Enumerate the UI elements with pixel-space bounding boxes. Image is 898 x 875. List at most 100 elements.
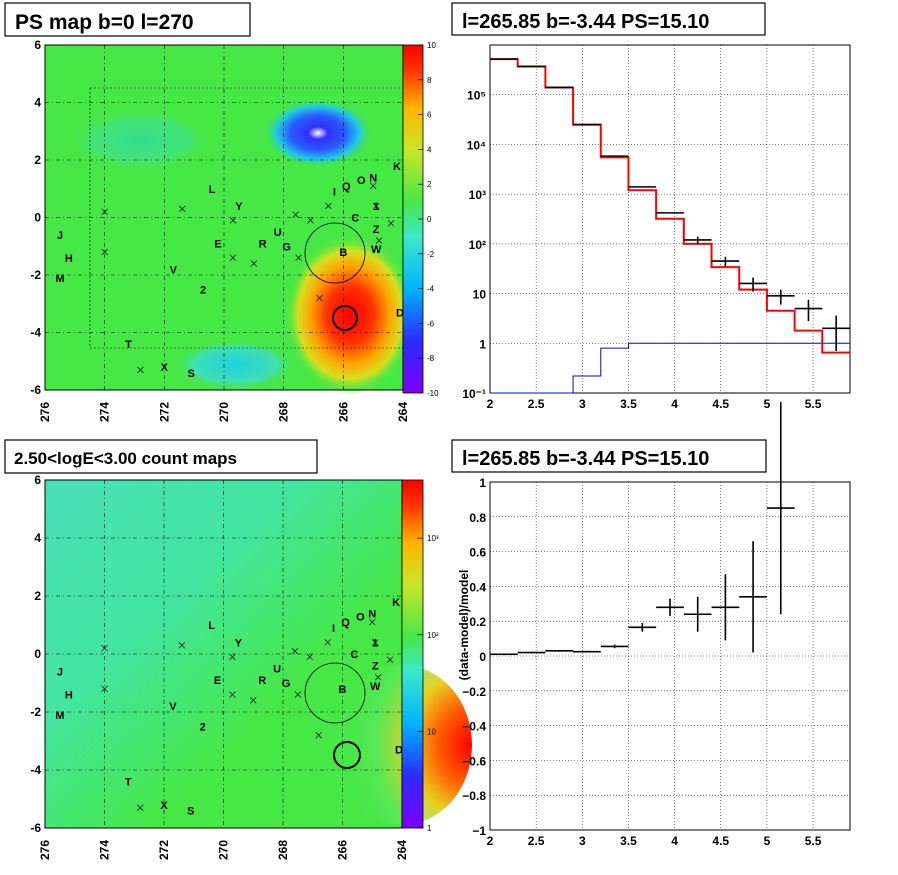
residual-y-axis-label: (data-model)/model [457,570,471,681]
source-cross [295,254,302,261]
x-tick-label: 2 [487,397,494,411]
y-tick-label: 0.2 [469,615,486,629]
x-tick-label: 5.5 [805,397,822,411]
count-map-markers: L Y I Q O N K C 1 Z E RUG B W JHM V 2 T X S D [55,597,403,818]
source-label: Y [235,201,243,213]
x-tick-label: 268 [276,840,290,860]
y-tick-label: -6 [30,821,41,835]
source-cross [315,731,322,739]
source-label: M [55,710,64,722]
source-label: B [339,684,347,696]
ps-map-y-ticks: 6 4 2 0 -2 -4 -6 [30,38,41,397]
x-tick-label: 5.5 [805,834,822,848]
source-label: S [187,806,194,818]
source-label: H [65,690,73,702]
source-cross [101,644,108,652]
ps-map-cyan-region-2 [70,110,210,170]
source-cross [137,366,144,374]
source-label: D [395,745,403,757]
source-label: Y [235,637,243,649]
ps-map-panel: PS map b=0 l=270 L Y I Q O N K C 1 Z E RUG B W JHM V 2 T X… [4,2,439,422]
y-tick-label: 0.8 [469,511,486,525]
source-cross [374,673,382,681]
residual-x-ticks: 2 2.5 3 3.5 4 4.5 5 5.5 [487,834,822,848]
y-tick-label: −0.8 [462,789,486,803]
source-cross [371,639,379,646]
ps-map-grid [45,45,403,390]
colorbar-tick-label: 0 [427,215,432,224]
x-tick-label: 268 [277,402,291,422]
source-cross [325,202,332,210]
source-label: X [161,362,169,374]
region-circle-b-2 [304,662,366,724]
spectrum-title: l=265.85 b=-3.44 PS=15.10 [462,11,709,33]
y-tick-label: 10⁻¹ [462,387,486,401]
ps-circle-2 [333,741,361,769]
colorbar-tick-label: -2 [427,250,435,259]
source-label: Q [342,181,351,193]
spectrum-title-box [451,2,766,36]
x-tick-label: 2.5 [528,834,545,848]
y-tick-label: 2 [34,589,41,603]
x-tick-label: 264 [395,840,409,860]
y-tick-label: -4 [30,326,41,340]
colorbar-tick-label: -8 [427,354,435,363]
colorbar-tick-label: 2 [427,180,432,189]
source-label: V [170,264,178,276]
x-tick-label: 274 [98,402,112,422]
source-cross [178,642,186,649]
y-tick-label: 1 [479,337,486,351]
source-label: B [339,247,347,259]
count-map-panel: 2.50<logE<3.00 count maps L Y I Q O N K C 1 Z E RUG… [4,439,472,860]
x-tick-label: 274 [98,840,112,860]
count-map-colorbar-fill [402,480,423,828]
x-tick-label: 2 [487,834,494,848]
residual-panel: l=265.85 b=-3.44 PS=15.10 (data-model)/m… [451,401,851,848]
source-label: E [214,238,221,250]
count-map-colorbar-frame [401,479,424,829]
source-label: 1 [372,637,378,649]
y-tick-label: -6 [30,383,41,397]
x-tick-label: 4.5 [712,834,729,848]
colorbar-tick-label: -10 [427,389,439,398]
source-label: C [351,213,359,225]
source-label: I [333,187,336,199]
x-tick-label: 5 [764,397,771,411]
y-tick-label: -2 [30,705,41,719]
count-map-colorbar [401,479,424,829]
source-label: G [282,678,291,690]
colorbar-tick-label: 6 [427,111,432,120]
colorbar-tick-label: 1 [427,824,432,833]
source-cross [307,217,314,224]
y-tick-label: 0 [479,650,486,664]
x-tick-label: 3.5 [620,397,637,411]
source-label: Z [373,224,380,236]
source-label: S [188,368,195,380]
source-label: J [57,230,63,242]
x-tick-label: 264 [396,402,410,422]
y-tick-label: 6 [34,38,41,52]
x-tick-label: 270 [217,840,231,860]
source-cross [294,691,302,698]
spectrum-x-ticks: 2 2.5 3 3.5 4 4.5 5 5.5 [487,397,822,411]
y-tick-label: 4 [34,96,41,110]
y-tick-label: 0.6 [469,546,486,560]
source-label: M [55,273,64,285]
source-label: V [169,701,177,713]
source-cross [387,220,395,227]
count-map-x-ticks: 276 274 272 270 268 266 264 [38,840,409,860]
ps-map-colorbar-fill [403,45,423,393]
source-label: G [282,241,291,253]
colorbar-tick-label: 10³ [427,534,439,543]
y-tick-label: 10⁵ [467,89,486,103]
y-tick-label: 0 [34,647,41,661]
y-tick-label: 0.4 [469,580,486,594]
source-label: R [259,238,267,250]
colorbar-tick-label: -6 [427,319,435,328]
x-tick-label: 266 [336,840,350,860]
y-tick-label: 2 [34,153,41,167]
x-tick-label: 3 [579,834,586,848]
ps-map-x-ticks: 276 274 272 270 268 266 264 [38,402,410,422]
y-tick-label: 10 [473,288,487,302]
